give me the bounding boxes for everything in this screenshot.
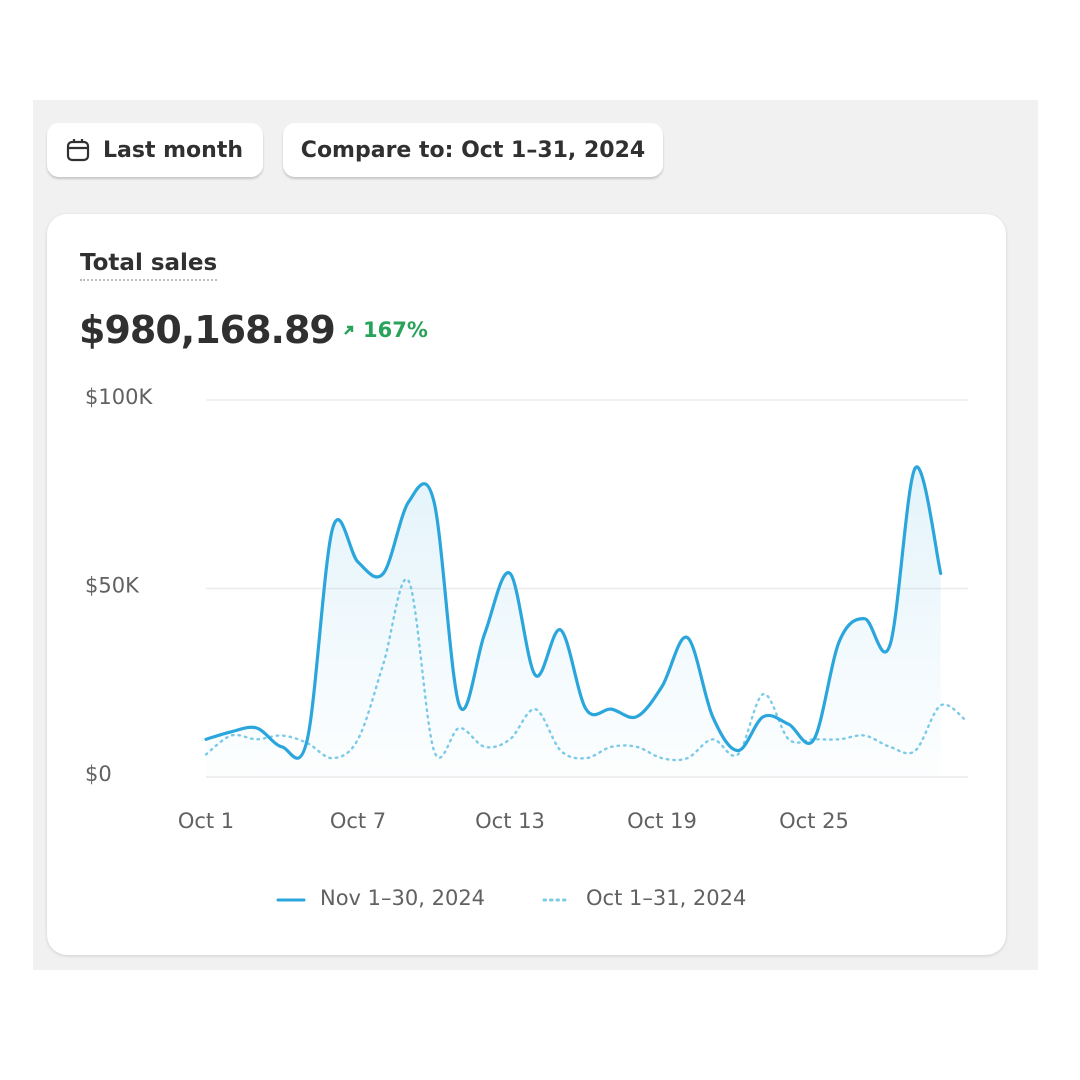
y-tick-label: $100K: [85, 385, 153, 409]
compare-button[interactable]: Compare to: Oct 1–31, 2024: [283, 123, 663, 177]
x-tick-label: Oct 13: [475, 809, 545, 833]
legend-label: Nov 1–30, 2024: [320, 886, 485, 910]
calendar-icon: [66, 139, 90, 162]
compare-label: Compare to: Oct 1–31, 2024: [300, 137, 646, 163]
change-value: 167%: [363, 318, 428, 342]
y-tick-label: $50K: [85, 574, 140, 598]
area: [206, 466, 941, 777]
period-button[interactable]: Last month: [47, 123, 263, 177]
x-tick-label: Oct 7: [330, 809, 386, 833]
x-tick-label: Oct 25: [779, 809, 849, 833]
period-label: Last month: [103, 137, 244, 163]
total-value: $980,168.89: [79, 308, 336, 352]
up-arrow: [344, 325, 354, 335]
series-line: [204, 465, 943, 760]
card: [47, 214, 1006, 955]
x-tick-label: Oct 1: [178, 809, 234, 833]
card-title[interactable]: Total sales: [80, 250, 218, 281]
x-tick-label: Oct 19: [627, 809, 697, 833]
y-tick-label: $0: [85, 762, 112, 786]
legend-label: Oct 1–31, 2024: [586, 886, 746, 910]
